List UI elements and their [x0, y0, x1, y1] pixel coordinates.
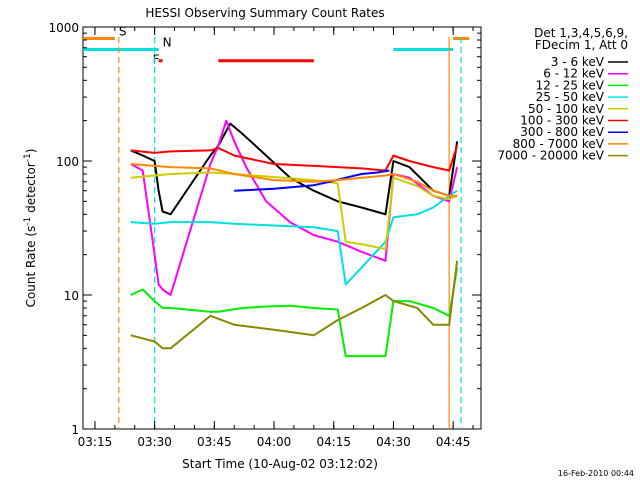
- legend: Det 1,3,4,5,6,9,FDecim 1, Att 0 3 - 6 keV…: [497, 26, 628, 163]
- legend-entry-label: 6 - 12 keV: [543, 67, 605, 81]
- y-tick-label: 10: [64, 289, 79, 303]
- y-tick-label: 100: [56, 155, 79, 169]
- x-tick-label: 03:30: [137, 435, 172, 449]
- x-tick-label: 04:30: [376, 435, 411, 449]
- annotation-layer: S NF: [83, 25, 470, 429]
- x-axis-label: Start Time (10-Aug-02 03:12:02): [182, 457, 378, 471]
- y-tick-label: 1: [71, 423, 79, 437]
- legend-entry-label: 12 - 25 keV: [536, 78, 605, 92]
- legend-entry-label: 7000 - 20000 keV: [497, 149, 604, 163]
- series-line: [130, 267, 459, 358]
- legend-entry-label: 50 - 100 keV: [528, 102, 605, 116]
- y-axis-label: Count Rate (s-1 detector-1): [23, 149, 38, 308]
- series-line: [130, 260, 459, 350]
- legend-entry-label: 25 - 50 keV: [536, 90, 605, 104]
- series-line: [130, 189, 458, 286]
- series-line: [234, 169, 390, 192]
- legend-entry-label: 800 - 7000 keV: [513, 137, 605, 151]
- legend-header: FDecim 1, Att 0: [535, 38, 628, 52]
- series-line: [130, 119, 459, 296]
- x-tick-label: 03:15: [78, 435, 113, 449]
- plot-frame: [82, 26, 482, 430]
- axes-layer: 03:15 03:30 03:45 04:00 04:15 04:30 04:45 1 10 10…: [48, 21, 481, 449]
- x-tick-label: 04:15: [316, 435, 351, 449]
- annotation-label: S: [119, 25, 127, 39]
- legend-entry-label: 300 - 800 keV: [520, 125, 604, 139]
- footer-date: 16-Feb-2010 00:44: [558, 469, 634, 478]
- series-line: [130, 145, 459, 172]
- series-line: [130, 163, 458, 197]
- legend-entry-label: 100 - 300 keV: [520, 114, 604, 128]
- chart-title: HESSI Observing Summary Count Rates: [145, 6, 384, 20]
- annotation-label: N: [163, 35, 172, 49]
- series-line: [130, 171, 458, 251]
- y-tick-label: 1000: [48, 21, 79, 35]
- series-line: [130, 122, 459, 216]
- x-tick-label: 04:00: [257, 435, 292, 449]
- annotation-label: F: [153, 53, 160, 67]
- series-layer: [130, 119, 459, 358]
- x-tick-label: 04:45: [436, 435, 471, 449]
- legend-entry-label: 3 - 6 keV: [551, 55, 605, 69]
- x-tick-label: 03:45: [197, 435, 232, 449]
- legend-header: Det 1,3,4,5,6,9,: [534, 26, 628, 40]
